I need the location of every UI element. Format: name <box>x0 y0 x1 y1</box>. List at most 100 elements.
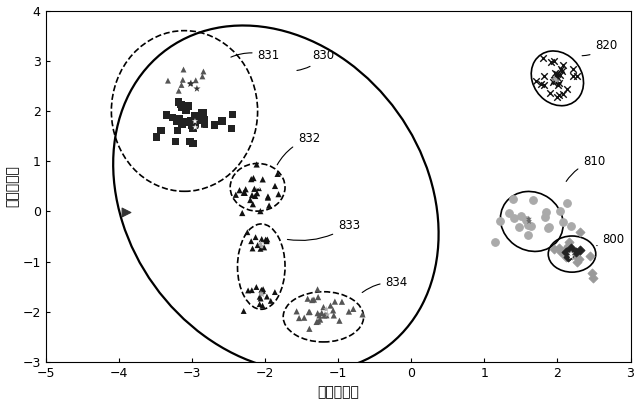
Point <box>562 86 572 92</box>
Point <box>571 248 581 255</box>
Point <box>151 134 161 140</box>
Point <box>552 94 563 100</box>
Point <box>172 127 182 133</box>
Point <box>557 68 567 74</box>
Point <box>175 115 185 122</box>
Point <box>547 59 557 66</box>
Point <box>269 289 280 295</box>
Point <box>257 243 267 249</box>
Point <box>554 80 564 86</box>
Point <box>317 310 327 316</box>
Point <box>551 77 561 84</box>
Point <box>177 121 187 128</box>
Point <box>180 107 191 113</box>
Point <box>168 114 178 121</box>
Point <box>262 236 273 243</box>
Point <box>237 210 247 216</box>
Point <box>330 298 340 305</box>
Point <box>191 117 201 124</box>
Point <box>248 245 258 252</box>
Point <box>561 247 572 254</box>
Point <box>256 287 266 293</box>
Point <box>303 296 313 302</box>
Point <box>563 239 573 245</box>
Point <box>307 297 317 303</box>
Point <box>516 213 526 220</box>
Point <box>562 199 572 206</box>
Point <box>253 182 263 188</box>
Point <box>524 218 534 225</box>
Point <box>554 92 564 98</box>
Point <box>558 62 568 68</box>
Point <box>552 82 563 88</box>
Point <box>247 192 257 198</box>
Text: 810: 810 <box>566 155 605 181</box>
Point <box>188 140 198 147</box>
Point <box>178 77 188 83</box>
Point <box>257 288 267 294</box>
Point <box>257 303 268 309</box>
Point <box>195 126 205 132</box>
Point <box>323 311 333 318</box>
Point <box>259 244 269 251</box>
Point <box>185 139 195 145</box>
Point <box>541 209 551 215</box>
Text: 820: 820 <box>582 39 618 56</box>
Point <box>305 309 315 315</box>
Point <box>525 223 536 229</box>
Point <box>561 249 572 256</box>
Point <box>561 248 571 255</box>
Point <box>263 193 273 200</box>
Point <box>555 72 565 78</box>
Point <box>186 122 196 129</box>
Point <box>570 252 580 258</box>
Point <box>239 190 249 196</box>
Point <box>209 122 220 128</box>
Point <box>490 239 500 245</box>
Point <box>163 77 173 84</box>
Point <box>179 66 189 73</box>
Point <box>548 79 558 85</box>
Point <box>252 161 262 168</box>
Point <box>176 104 186 110</box>
Point <box>554 245 564 251</box>
Point <box>180 119 190 126</box>
Point <box>549 246 559 253</box>
Point <box>514 223 524 230</box>
Point <box>348 306 358 312</box>
Point <box>273 171 283 177</box>
Point <box>509 215 519 222</box>
Point <box>556 65 566 72</box>
Point <box>198 68 209 75</box>
Point <box>246 287 257 293</box>
Text: 834: 834 <box>362 276 408 292</box>
Point <box>304 326 314 332</box>
Point <box>337 298 347 305</box>
Point <box>538 73 548 79</box>
X-axis label: 第一主成分: 第一主成分 <box>317 386 359 399</box>
Text: 800: 800 <box>596 232 625 245</box>
Point <box>540 213 550 220</box>
Point <box>531 78 541 84</box>
Point <box>563 254 573 260</box>
Point <box>250 193 260 199</box>
Point <box>318 304 328 310</box>
Point <box>315 316 325 323</box>
Point <box>173 87 184 94</box>
Point <box>566 250 576 257</box>
Point <box>303 309 314 315</box>
Point <box>321 312 332 318</box>
Point <box>557 219 568 225</box>
Point <box>255 301 265 307</box>
Point <box>588 270 598 276</box>
Point <box>567 251 577 257</box>
Point <box>256 290 266 297</box>
Point <box>557 91 568 97</box>
Point <box>563 243 573 249</box>
Point <box>161 112 172 118</box>
Point <box>321 306 332 313</box>
Point <box>544 224 554 231</box>
Point <box>552 70 563 77</box>
Point <box>312 319 322 325</box>
Point <box>239 190 250 196</box>
